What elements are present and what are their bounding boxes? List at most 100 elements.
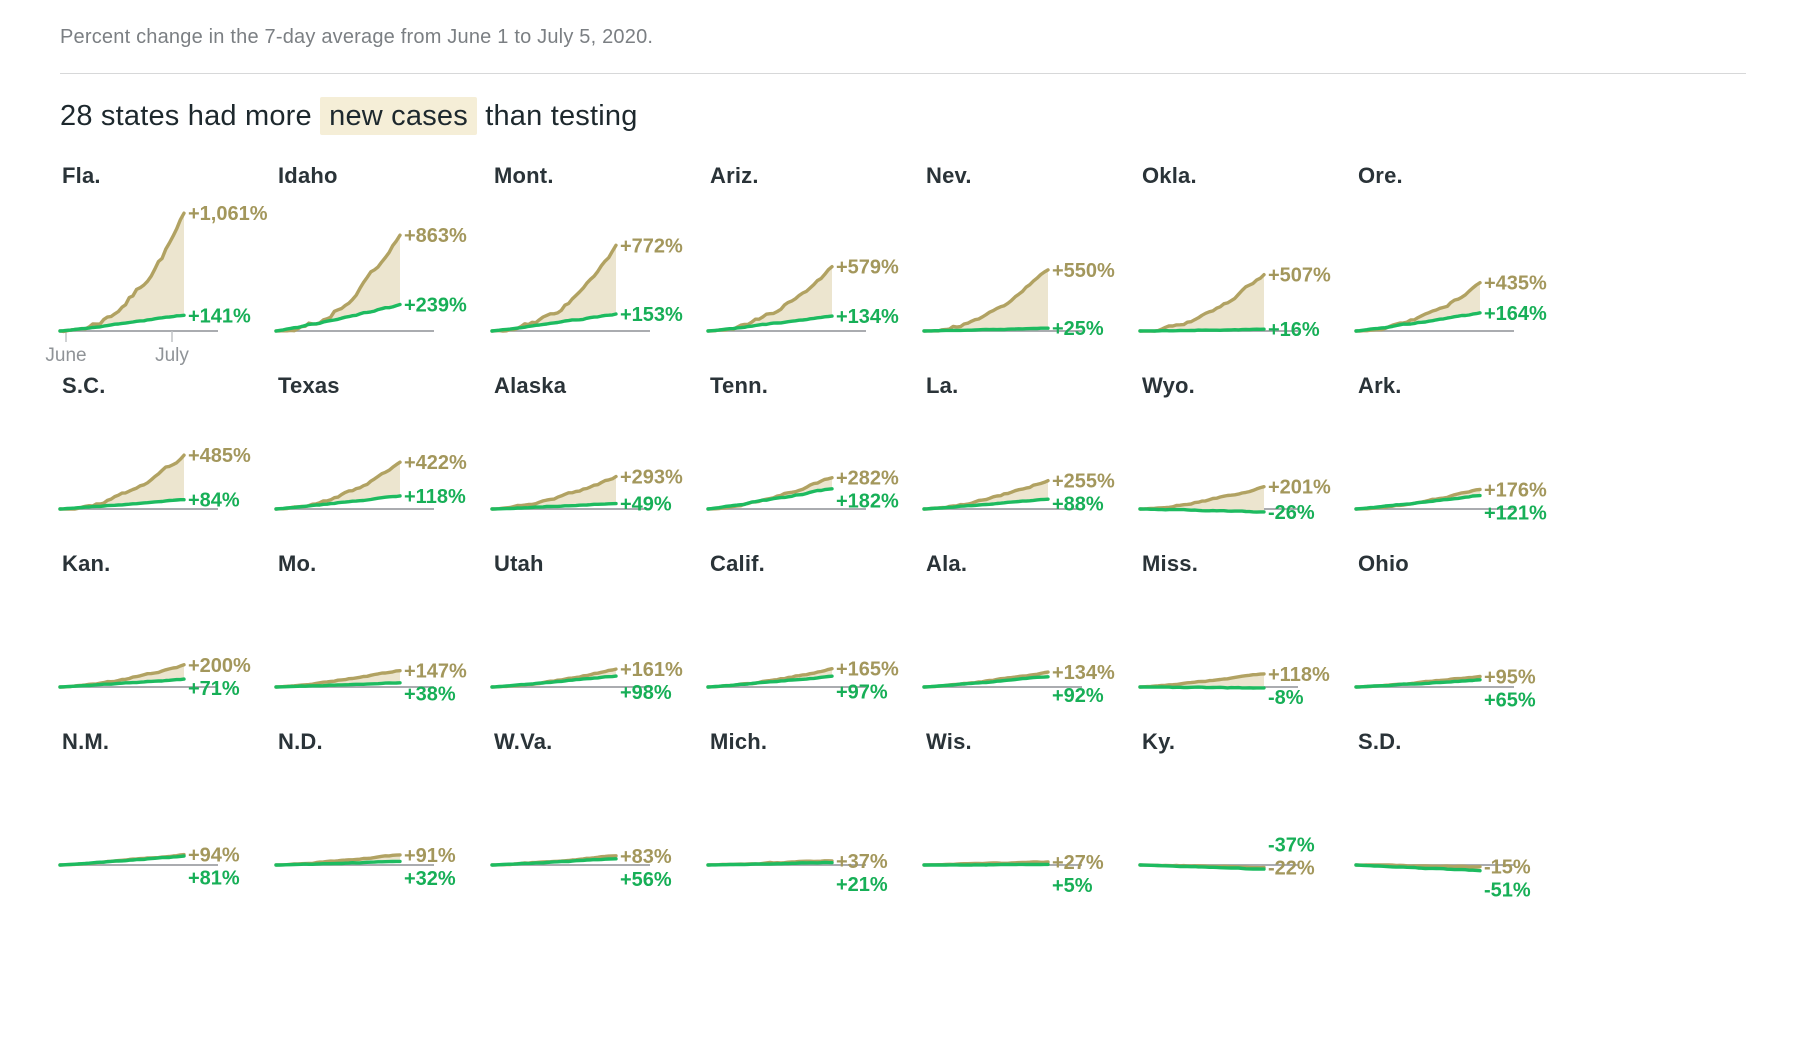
- state-name: Mont.: [494, 163, 554, 188]
- cases-value-label: +161%: [620, 659, 683, 681]
- cases-area: [60, 213, 184, 332]
- sparkline-chart: +772% +153%: [490, 235, 683, 333]
- state-name: Miss.: [1142, 551, 1199, 576]
- cases-value-label: +282%: [836, 468, 899, 490]
- state-panel-sc: S.C. +485% +84%: [58, 373, 276, 551]
- cases-line: [706, 476, 834, 511]
- testing-value-label: +56%: [620, 869, 672, 891]
- spacer: [276, 399, 492, 447]
- cases-value-label: +435%: [1484, 273, 1547, 295]
- cases-area: [1140, 486, 1264, 513]
- cases-value-label: +118%: [1268, 664, 1330, 686]
- state-panel-wyo: Wyo. +201% -26%: [1138, 373, 1356, 551]
- state-panel-ariz: Ariz. +579% +134%: [706, 163, 924, 373]
- state-panel-ore: Ore. +435% +164%: [1354, 163, 1572, 373]
- sparkline-chart: -22%-37%: [1138, 834, 1315, 879]
- cases-area: [492, 245, 616, 332]
- state-panel-mo: Mo. +147% +38%: [274, 551, 492, 729]
- sparkline-chart: +863% +239%: [274, 225, 467, 333]
- testing-value-label: +88%: [1052, 494, 1104, 516]
- state-panel-nd: N.D. +91% +32%: [274, 729, 492, 907]
- state-name: Okla.: [1142, 163, 1197, 188]
- spacer: [60, 577, 276, 625]
- testing-value-label: +49%: [620, 494, 672, 516]
- cases-value-label: +27%: [1052, 852, 1104, 874]
- cases-area: [276, 462, 400, 509]
- sparkline-chart: +201% -26%: [1138, 477, 1331, 524]
- testing-value-label: +98%: [620, 682, 672, 704]
- sparkline-chart: +27%+5%: [922, 852, 1104, 897]
- chart-title: 28 states had more new cases than testin…: [60, 97, 1746, 135]
- testing-line: [706, 674, 834, 689]
- testing-line: [1354, 311, 1482, 333]
- state-name: Utah: [494, 551, 544, 576]
- state-panel-ark: Ark. +176% +121%: [1354, 373, 1572, 551]
- state-name: Wis.: [926, 729, 972, 754]
- state-name: Calif.: [710, 551, 765, 576]
- testing-line: [58, 677, 186, 689]
- state-name: S.C.: [62, 373, 106, 398]
- sparkline-chart: +94%+81%: [58, 845, 240, 890]
- spacer: [492, 399, 708, 447]
- cases-value-label: +579%: [836, 257, 899, 279]
- spacer: [492, 189, 708, 201]
- sparkline-chart: +118%-8%: [1138, 664, 1330, 709]
- spacer: [1356, 755, 1572, 803]
- state-name: Ky.: [1142, 729, 1176, 754]
- state-panel-ala: Ala. +134% +92%: [922, 551, 1140, 729]
- state-panel-mich: Mich. +37% +21%: [706, 729, 924, 907]
- testing-line: [274, 494, 402, 511]
- sparkline-chart: +282%+182%: [706, 468, 899, 513]
- chart-page: Percent change in the 7-day average from…: [45, 26, 1746, 907]
- state-panel-fla: Fla. June July +1,061% +141%: [45, 163, 276, 373]
- testing-value-label: +25%: [1052, 318, 1104, 340]
- cases-value-label: +176%: [1484, 479, 1547, 501]
- state-name: S.D.: [1358, 729, 1402, 754]
- state-name: Wyo.: [1142, 373, 1195, 398]
- cases-value-label: +37%: [836, 851, 888, 873]
- testing-line: [922, 326, 1050, 333]
- state-panel-calif: Calif. +165% +97%: [706, 551, 924, 729]
- cases-value-label: +94%: [188, 845, 240, 867]
- testing-line: [58, 854, 186, 867]
- cases-value-label: +134%: [1052, 662, 1115, 684]
- state-name: Tenn.: [710, 373, 769, 398]
- cases-area: [708, 266, 832, 331]
- testing-line: [274, 302, 402, 333]
- sparkline-chart: +37%+21%: [706, 851, 888, 896]
- testing-value-label: +118%: [404, 486, 466, 508]
- chart-subtitle: Percent change in the 7-day average from…: [60, 26, 654, 48]
- sparkline-chart: +579% +134%: [706, 257, 899, 333]
- state-panel-kan: Kan. +200% +71%: [58, 551, 276, 729]
- state-name: Ala.: [926, 551, 968, 576]
- spacer: [924, 189, 1140, 201]
- testing-value-label: +97%: [836, 682, 888, 704]
- testing-value-label: +21%: [836, 874, 888, 896]
- sparkline-chart: June July +1,061% +141%: [45, 203, 267, 366]
- testing-line: [490, 312, 618, 333]
- sparkline-chart: +550% +25%: [922, 260, 1115, 340]
- testing-value-label: +239%: [404, 294, 467, 316]
- cases-value-label: +422%: [404, 452, 467, 474]
- testing-value-label: +71%: [188, 678, 240, 700]
- spacer: [1140, 755, 1356, 803]
- testing-value-label: +153%: [620, 304, 683, 326]
- state-name: W.Va.: [494, 729, 553, 754]
- spacer: [276, 577, 492, 625]
- cases-value-label: +165%: [836, 659, 899, 681]
- state-name: Ohio: [1358, 551, 1409, 576]
- testing-value-label: -8%: [1268, 687, 1304, 709]
- testing-value-label: +182%: [836, 491, 899, 513]
- cases-value-label: +550%: [1052, 260, 1115, 282]
- cases-area: [1140, 673, 1264, 688]
- testing-value-label: +5%: [1052, 875, 1093, 897]
- testing-line: [1354, 863, 1482, 873]
- spacer: [1356, 189, 1572, 201]
- cases-value-label: -15%: [1484, 857, 1531, 879]
- spacer: [708, 577, 924, 625]
- testing-line: [1354, 493, 1482, 511]
- testing-line: [490, 857, 618, 867]
- state-name: Mich.: [710, 729, 768, 754]
- spacer: [492, 755, 708, 803]
- testing-line: [922, 675, 1050, 689]
